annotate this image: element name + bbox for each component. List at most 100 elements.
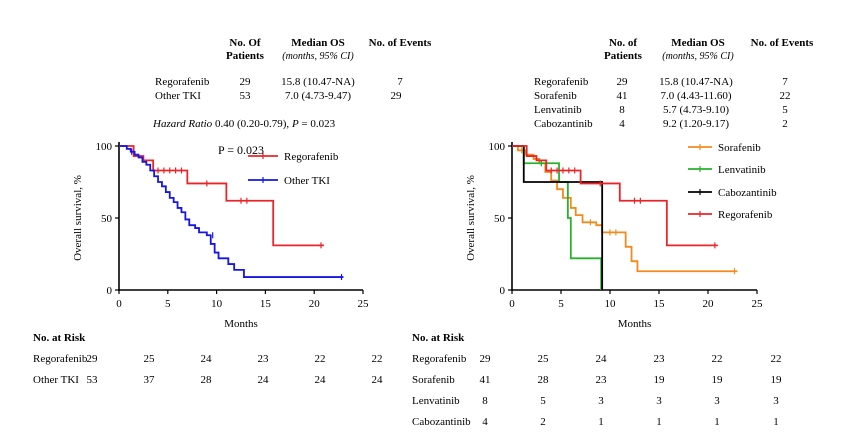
right-table-row-median: 5.7 (4.73-9.10)	[663, 104, 729, 116]
right-table-row-n: 41	[616, 90, 628, 102]
legend-label: Regorafenib	[718, 209, 773, 221]
x-tick-label: 5	[165, 298, 171, 310]
right-table-row-name: Lenvatinib	[534, 104, 582, 116]
right-header-median-sub: (months, 95% CI)	[662, 51, 734, 62]
y-tick-label: 50	[494, 213, 506, 225]
right-risk-value: 24	[595, 353, 607, 365]
left-header-median: Median OS (months, 95% CI)	[268, 37, 368, 63]
right-table-row-median: 15.8 (10.47-NA)	[659, 76, 733, 88]
right-risk-value: 19	[711, 374, 723, 386]
right-risk-value: 23	[595, 374, 607, 386]
left-risk-value: 25	[143, 353, 155, 365]
right-km-chart: 0 5 10 15 20 25 0 50 100 Months Overall survival, …	[465, 141, 777, 330]
right-risk-row-name: Sorafenib	[412, 374, 455, 386]
x-axis-label: Months	[224, 318, 258, 330]
left-risk-value: 24	[314, 374, 326, 386]
left-header-patients-line1: No. Of	[229, 37, 261, 49]
left-risk-row-name: Other TKI	[33, 374, 79, 386]
left-risk-value: 37	[143, 374, 155, 386]
hazard-ratio-p-label: P	[291, 118, 299, 130]
right-table-row-median: 7.0 (4.43-11.60)	[660, 90, 732, 102]
x-tick-label: 10	[211, 298, 223, 310]
series-line-other-tki	[119, 145, 344, 278]
left-risk-value: 53	[86, 374, 98, 386]
left-risk-title: No. at Risk	[33, 332, 86, 344]
left-header-patients: No. Of Patients	[222, 37, 268, 63]
right-risk-row-name: Lenvatinib	[412, 395, 460, 407]
right-header-patients-line2: Patients	[604, 50, 642, 62]
left-risk-value: 24	[371, 374, 383, 386]
left-table-row-events: 29	[390, 90, 402, 102]
right-table-row-n: 29	[616, 76, 628, 88]
right-risk-title: No. at Risk	[412, 332, 465, 344]
right-risk-value: 19	[770, 374, 782, 386]
right-risk-value: 1	[656, 416, 662, 428]
right-risk-value: 1	[598, 416, 604, 428]
right-risk-value: 29	[479, 353, 491, 365]
x-tick-label: 5	[558, 298, 564, 310]
right-table-row-median: 9.2 (1.20-9.17)	[663, 118, 729, 130]
right-risk-value: 41	[479, 374, 491, 386]
legend-label: Lenvatinib	[718, 164, 766, 176]
right-risk-value: 2	[540, 416, 546, 428]
right-risk-value: 25	[537, 353, 549, 365]
legend-label: Other TKI	[284, 175, 330, 187]
right-risk-value: 3	[598, 395, 604, 407]
right-table-row-name: Sorafenib	[534, 90, 577, 102]
x-tick-label: 10	[605, 298, 617, 310]
y-tick-label: 100	[489, 141, 506, 153]
right-header-median: Median OS (months, 95% CI)	[648, 37, 748, 63]
right-header-patients-line1: No. of	[608, 37, 638, 49]
right-risk-value: 3	[656, 395, 662, 407]
right-risk-value: 1	[714, 416, 720, 428]
left-km-chart: 0 5 10 15 20 25 0 50 100 Months Overall survival, …	[72, 141, 369, 330]
right-table-row-n: 4	[619, 118, 625, 130]
left-table-row-n: 53	[239, 90, 251, 102]
legend-label: Regorafenib	[284, 151, 339, 163]
hazard-ratio-value: 0.40 (0.20-0.79),	[214, 118, 290, 130]
right-header-events: No. of Events	[750, 37, 814, 49]
right-risk-value: 1	[773, 416, 779, 428]
y-tick-label: 50	[101, 213, 113, 225]
right-risk-value: 19	[653, 374, 665, 386]
x-tick-label: 25	[358, 298, 370, 310]
right-risk-row-name: Cabozantinib	[412, 416, 471, 428]
x-tick-label: 20	[309, 298, 321, 310]
x-tick-label: 20	[703, 298, 715, 310]
legend-label: Cabozantinib	[718, 187, 777, 199]
left-risk-value: 24	[200, 353, 212, 365]
left-risk-row-name: Regorafenib	[33, 353, 88, 365]
left-header-events: No. of Events	[368, 37, 432, 49]
left-risk-value: 22	[371, 353, 383, 365]
x-tick-label: 15	[654, 298, 666, 310]
x-axis-label: Months	[618, 318, 652, 330]
y-axis-label: Overall survival, %	[72, 175, 84, 261]
y-tick-label: 0	[107, 285, 113, 297]
right-risk-value: 22	[711, 353, 723, 365]
right-header-median-line1: Median OS	[671, 37, 725, 49]
left-header-median-sub: (months, 95% CI)	[282, 51, 354, 62]
right-risk-value: 5	[540, 395, 546, 407]
y-tick-label: 0	[500, 285, 506, 297]
x-tick-label: 15	[260, 298, 272, 310]
right-table-row-name: Cabozantinib	[534, 118, 593, 130]
right-risk-value: 22	[770, 353, 782, 365]
left-header-median-line1: Median OS	[291, 37, 345, 49]
hazard-ratio-label: Hazard Ratio	[153, 118, 213, 130]
right-table-row-events: 22	[779, 90, 791, 102]
left-risk-value: 28	[200, 374, 212, 386]
legend-label: Sorafenib	[718, 142, 761, 154]
y-tick-label: 100	[96, 141, 113, 153]
left-risk-value: 29	[86, 353, 98, 365]
x-tick-label: 25	[752, 298, 764, 310]
left-risk-value: 24	[257, 374, 269, 386]
left-p-value: P = 0.023	[218, 143, 264, 157]
left-risk-value: 22	[314, 353, 326, 365]
hazard-ratio-p-value: = 0.023	[301, 118, 336, 130]
right-table-row-events: 5	[782, 104, 788, 116]
x-tick-label: 0	[509, 298, 515, 310]
right-table-row-events: 2	[782, 118, 788, 130]
right-risk-value: 8	[482, 395, 488, 407]
left-risk-value: 23	[257, 353, 269, 365]
